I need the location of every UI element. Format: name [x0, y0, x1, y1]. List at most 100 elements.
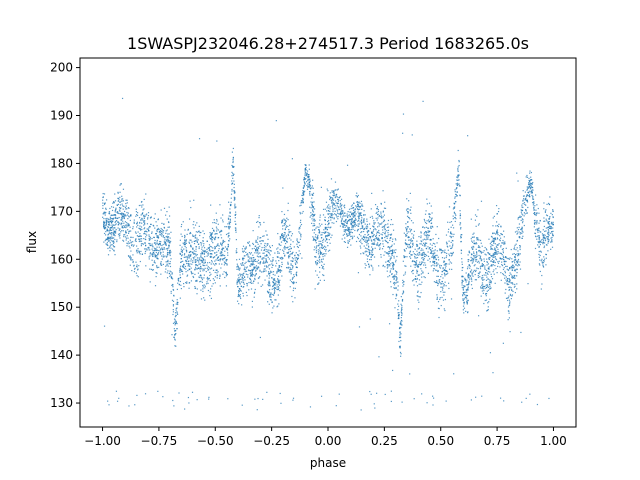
data-point — [346, 246, 349, 248]
data-point — [116, 400, 119, 402]
data-point — [135, 272, 137, 274]
data-point — [278, 281, 280, 283]
data-point — [161, 258, 163, 260]
data-point — [325, 235, 327, 237]
data-point — [494, 238, 496, 240]
data-point — [322, 214, 325, 216]
data-point — [196, 257, 199, 259]
data-point — [128, 242, 131, 244]
data-point — [311, 222, 313, 225]
data-point — [527, 191, 529, 194]
data-point — [314, 229, 316, 231]
data-point — [484, 246, 486, 249]
data-point — [546, 220, 548, 222]
data-point — [289, 279, 291, 281]
data-point — [172, 289, 175, 291]
data-point — [466, 300, 468, 302]
data-point — [119, 210, 121, 212]
data-point — [384, 207, 387, 209]
data-point — [272, 273, 274, 276]
data-point — [317, 249, 319, 251]
data-point — [312, 236, 314, 238]
data-point — [160, 262, 162, 264]
data-point — [289, 255, 291, 258]
data-point — [137, 268, 139, 270]
data-point — [317, 251, 320, 253]
data-point — [496, 246, 498, 249]
data-point — [130, 230, 132, 232]
data-point — [340, 198, 343, 200]
data-point — [359, 245, 361, 247]
data-point — [534, 205, 536, 207]
data-point — [253, 296, 255, 298]
data-point — [307, 179, 310, 181]
data-point — [540, 251, 542, 253]
data-point — [166, 277, 169, 279]
data-point — [185, 247, 187, 249]
data-point — [436, 281, 438, 283]
data-point — [216, 274, 218, 277]
data-point — [339, 213, 341, 215]
data-point — [153, 250, 155, 252]
data-point — [439, 298, 441, 301]
data-point — [249, 270, 252, 272]
data-point — [471, 278, 473, 280]
data-point — [413, 398, 415, 400]
data-point — [192, 248, 194, 250]
data-point — [225, 272, 228, 275]
data-point — [231, 164, 233, 167]
data-point — [454, 197, 456, 199]
data-point — [433, 257, 435, 259]
data-point — [206, 277, 208, 280]
data-point — [281, 257, 283, 259]
data-point — [278, 281, 280, 284]
data-point — [269, 250, 271, 252]
data-point — [295, 273, 297, 276]
data-point — [383, 214, 385, 216]
data-point — [394, 307, 396, 309]
data-point — [389, 237, 391, 239]
data-point — [300, 200, 303, 202]
data-point — [311, 204, 313, 207]
data-point — [258, 277, 260, 279]
data-point — [294, 297, 296, 299]
data-point — [486, 264, 488, 266]
data-point — [386, 267, 389, 269]
data-point — [389, 271, 391, 273]
data-point — [162, 236, 164, 238]
data-point — [366, 225, 368, 227]
data-point — [166, 239, 168, 241]
data-point — [347, 242, 350, 244]
data-point — [252, 268, 254, 271]
data-point — [490, 248, 492, 250]
data-point — [372, 230, 375, 232]
data-point — [507, 319, 509, 321]
data-point — [354, 208, 357, 210]
data-point — [548, 220, 551, 223]
data-point — [308, 182, 311, 184]
data-point — [457, 183, 459, 185]
data-point — [135, 250, 138, 252]
data-point — [105, 218, 107, 220]
data-point — [168, 233, 170, 235]
data-point — [195, 253, 197, 255]
data-point — [237, 285, 239, 288]
data-point — [155, 251, 157, 254]
data-point — [188, 257, 191, 259]
data-point — [212, 247, 214, 249]
data-point — [369, 236, 371, 238]
data-point — [194, 268, 196, 270]
data-point — [190, 239, 192, 241]
data-point — [195, 234, 197, 236]
data-point — [409, 256, 411, 258]
data-point — [323, 263, 325, 265]
data-point — [515, 249, 517, 251]
data-point — [137, 224, 139, 226]
data-point — [139, 228, 141, 230]
data-point — [147, 215, 150, 217]
data-point — [127, 243, 129, 245]
data-point — [423, 252, 425, 254]
data-point — [384, 251, 386, 253]
data-point — [296, 262, 298, 264]
data-point — [371, 232, 373, 235]
